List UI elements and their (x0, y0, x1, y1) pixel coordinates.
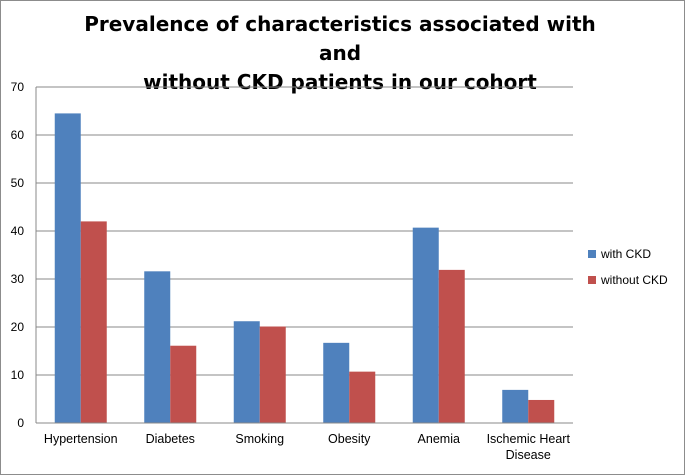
bar (80, 221, 107, 423)
bar (502, 389, 529, 423)
bar (349, 371, 376, 423)
chart-title-line-2: without CKD patients in our cohort (143, 70, 537, 94)
chart-title: Prevalence of characteristics associated… (60, 10, 620, 97)
bar (323, 342, 350, 423)
x-tick-label: Anemia (418, 432, 460, 446)
x-tick-label: Diabetes (146, 432, 195, 446)
x-tick-label-line: Ischemic Heart (487, 432, 571, 446)
bar (170, 345, 197, 423)
x-tick-label-line: Diabetes (146, 432, 195, 446)
legend-label: with CKD (600, 247, 651, 261)
y-tick-label: 70 (11, 80, 25, 94)
x-tick-label-line: Obesity (328, 432, 371, 446)
y-tick-label: 30 (11, 272, 25, 286)
bars (54, 113, 555, 424)
legend-swatch (588, 276, 596, 284)
x-tick-label: Smoking (235, 432, 284, 446)
y-tick-label: 60 (11, 128, 25, 142)
y-tick-label: 40 (11, 224, 25, 238)
x-tick-label: Ischemic Heart Disease (487, 432, 571, 462)
bar (54, 113, 81, 424)
y-tick-label: 0 (17, 416, 24, 430)
legend-swatch (588, 250, 596, 258)
x-tick-label: Obesity (328, 432, 371, 446)
y-tick-label: 50 (11, 176, 25, 190)
y-axis: 0 10 20 30 40 50 60 70 (11, 80, 37, 430)
x-tick-label-line: Anemia (418, 432, 460, 446)
y-tick-label: 10 (11, 368, 25, 382)
bar (412, 227, 439, 423)
bar (528, 399, 555, 423)
x-tick-label: Hypertension (44, 432, 118, 446)
bar (233, 321, 260, 423)
x-tick-label-line: Hypertension (44, 432, 118, 446)
bar (259, 326, 286, 423)
legend-label: without CKD (600, 273, 668, 287)
x-axis: Hypertension Diabetes Smoking Obesity Anemia… (36, 422, 573, 462)
x-tick-label-line: Disease (506, 448, 551, 462)
legend: with CKD without CKD (588, 247, 668, 287)
x-tick-label-line: Smoking (235, 432, 284, 446)
chart-title-line-1: Prevalence of characteristics associated… (84, 12, 596, 65)
bar (438, 269, 465, 423)
bar (144, 271, 171, 423)
y-tick-label: 20 (11, 320, 25, 334)
gridlines (36, 86, 573, 424)
